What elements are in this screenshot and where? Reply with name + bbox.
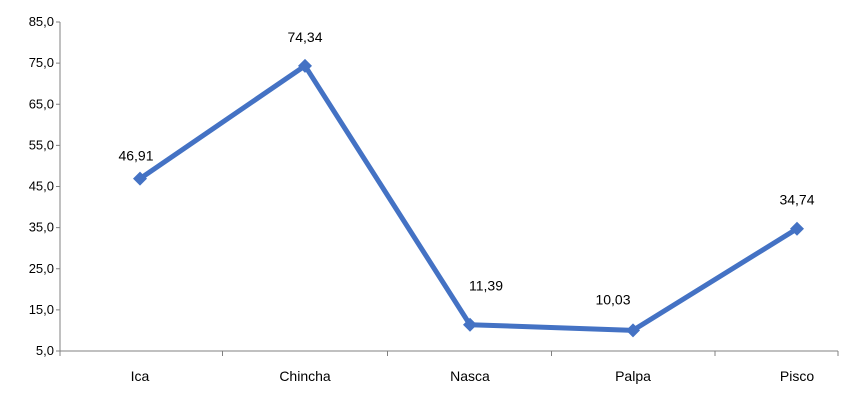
y-tick-label: 75,0 [29, 55, 54, 70]
data-labels: 46,91 74,34 11,39 10,03 34,74 [118, 29, 814, 307]
y-tick-label: 5,0 [36, 343, 54, 358]
chart-axes [59, 22, 838, 352]
data-point-marker [463, 317, 477, 332]
x-category-label: Chincha [279, 368, 331, 384]
data-value-label: 11,39 [469, 278, 503, 294]
y-tick-label: 45,0 [29, 179, 54, 194]
data-value-label: 10,03 [595, 291, 630, 307]
x-category-label: Nasca [450, 368, 490, 384]
y-axis-ticks: 5,0 15,0 25,0 35,0 45,0 55,0 65,0 75,0 85,0 [29, 14, 60, 358]
y-tick-label: 15,0 [29, 302, 54, 317]
y-tick-label: 25,0 [29, 261, 54, 276]
y-tick-label: 35,0 [29, 220, 54, 235]
x-category-label: Ica [131, 368, 150, 384]
y-tick-label: 65,0 [29, 96, 54, 111]
data-value-label: 74,34 [287, 29, 322, 45]
data-point-marker [626, 323, 640, 338]
y-tick-label: 85,0 [29, 14, 54, 29]
data-point-marker [790, 221, 804, 236]
x-category-label: Pisco [780, 368, 814, 384]
data-value-label: 34,74 [779, 192, 814, 208]
x-category-label: Palpa [615, 368, 651, 384]
y-tick-label: 55,0 [29, 137, 54, 152]
data-point-marker [133, 171, 147, 186]
data-point-marker [298, 58, 312, 73]
x-axis-categories: Ica Chincha Nasca Palpa Pisco [59, 351, 839, 384]
series-group [133, 58, 804, 338]
data-value-label: 46,91 [118, 148, 153, 164]
